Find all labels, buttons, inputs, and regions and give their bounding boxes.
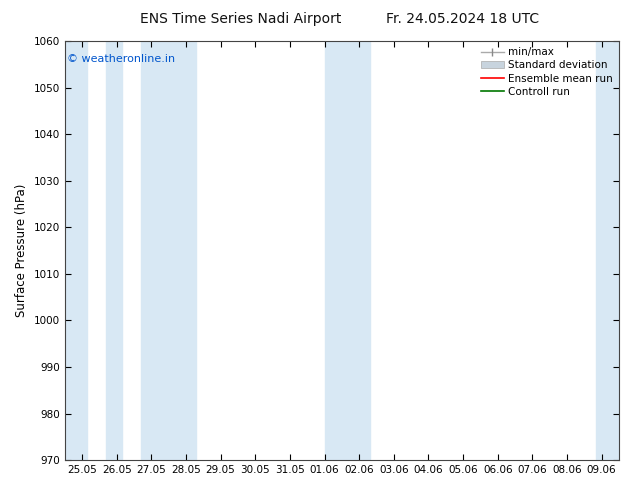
Y-axis label: Surface Pressure (hPa): Surface Pressure (hPa)	[15, 184, 28, 318]
Bar	[597, 41, 619, 460]
Bar	[141, 41, 197, 460]
Legend: min/max, Standard deviation, Ensemble mean run, Controll run: min/max, Standard deviation, Ensemble me…	[477, 43, 617, 101]
Text: Fr. 24.05.2024 18 UTC: Fr. 24.05.2024 18 UTC	[386, 12, 540, 26]
Bar	[65, 41, 87, 460]
Bar	[107, 41, 122, 460]
Text: © weatheronline.in: © weatheronline.in	[67, 53, 176, 64]
Bar	[325, 41, 370, 460]
Text: ENS Time Series Nadi Airport: ENS Time Series Nadi Airport	[140, 12, 342, 26]
